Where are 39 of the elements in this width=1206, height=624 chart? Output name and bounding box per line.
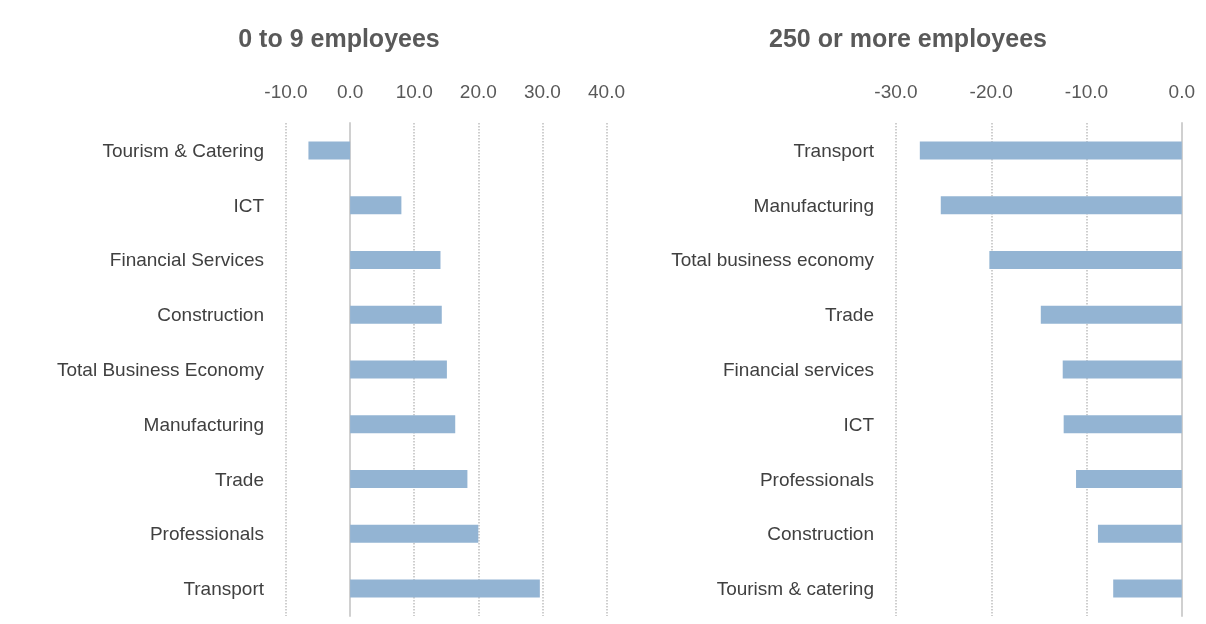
- x-tick-label: -10.0: [1064, 81, 1109, 102]
- bar: [350, 579, 540, 598]
- y-tick-label: Total business economy: [671, 249, 875, 271]
- bar: [350, 360, 447, 379]
- x-tick-label: 30.0: [523, 81, 561, 102]
- y-tick-label: Financial Services: [109, 249, 264, 271]
- chart-title: 250 or more employees: [769, 23, 1047, 52]
- bar: [350, 470, 468, 489]
- y-tick-label: Transport: [793, 139, 875, 161]
- y-tick-label: Tourism & Catering: [102, 139, 264, 161]
- bar: [350, 250, 441, 269]
- x-tick-label: 10.0: [395, 81, 433, 102]
- y-tick-label: Financial services: [723, 359, 874, 380]
- y-tick-label: ICT: [233, 194, 265, 216]
- x-tick-label: 0.0: [1168, 81, 1195, 102]
- y-tick-label: Professionals: [149, 523, 264, 545]
- y-tick-label: Transport: [183, 578, 265, 600]
- bar: [350, 524, 479, 543]
- chart-title: 0 to 9 employees: [238, 23, 440, 52]
- bar: [308, 141, 351, 160]
- y-tick-label: Trade: [215, 468, 264, 490]
- x-tick-label: -30.0: [874, 81, 918, 102]
- x-tick-label: 0.0: [336, 81, 364, 102]
- x-tick-label: -10.0: [264, 81, 308, 102]
- y-tick-label: Tourism & catering: [716, 578, 874, 600]
- y-tick-label: Manufacturing: [143, 413, 264, 435]
- x-tick-label: 40.0: [588, 81, 625, 102]
- bar: [350, 196, 402, 215]
- bar: [350, 415, 456, 434]
- x-tick-label: -20.0: [969, 81, 1013, 102]
- y-tick-label: Manufacturing: [753, 194, 874, 216]
- y-tick-label: ICT: [843, 413, 875, 435]
- bar: [350, 305, 442, 324]
- y-tick-label: Construction: [767, 523, 874, 545]
- y-tick-label: Construction: [157, 304, 264, 326]
- y-tick-label: Professionals: [759, 468, 874, 490]
- x-tick-label: 20.0: [459, 81, 497, 102]
- y-tick-label: Total Business Economy: [57, 359, 265, 380]
- y-tick-label: Trade: [825, 304, 874, 326]
